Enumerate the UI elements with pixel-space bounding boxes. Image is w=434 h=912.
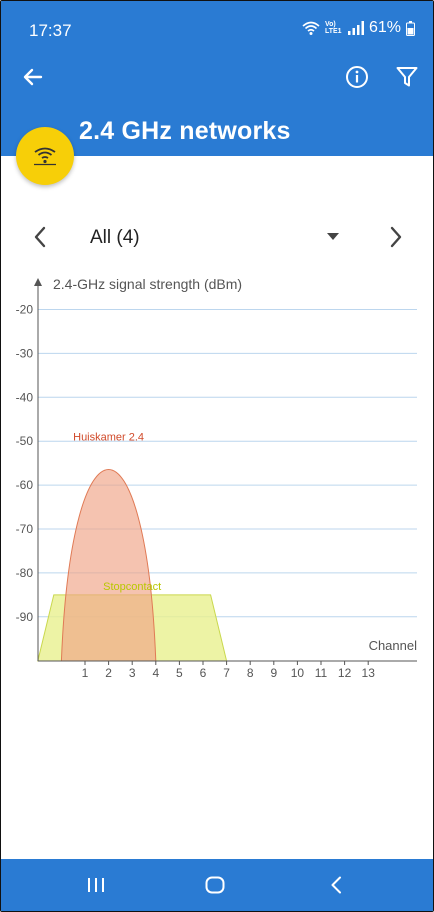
page-title: 2.4 GHz networks bbox=[79, 117, 291, 145]
x-tick-label: 12 bbox=[338, 666, 352, 680]
network-type-label: Vo) LTE1 bbox=[324, 21, 342, 35]
network-filter-dropdown[interactable]: All (4) bbox=[81, 215, 351, 259]
back-arrow-icon bbox=[23, 68, 43, 86]
wifi-fab-button[interactable] bbox=[16, 127, 74, 185]
x-tick-label: 2 bbox=[105, 666, 112, 680]
chevron-left-icon bbox=[34, 226, 46, 248]
y-tick-label: -80 bbox=[16, 566, 34, 580]
y-tick-label: -60 bbox=[16, 478, 34, 492]
battery-percent: 61% bbox=[368, 19, 401, 36]
y-tick-label: -30 bbox=[16, 346, 34, 360]
home-button[interactable] bbox=[200, 871, 230, 899]
x-tick-label: 6 bbox=[200, 666, 207, 680]
x-tick-label: 5 bbox=[176, 666, 183, 680]
next-button[interactable] bbox=[381, 221, 411, 253]
y-tick-label: -40 bbox=[16, 390, 34, 404]
y-tick-label: -50 bbox=[16, 434, 34, 448]
x-tick-label: 1 bbox=[82, 666, 89, 680]
app-bar: 2.4 GHz networks bbox=[1, 59, 433, 156]
status-bar: 17:37 Vo) LTE1 61% bbox=[1, 1, 433, 59]
x-tick-label: 9 bbox=[270, 666, 277, 680]
y-tick-label: -20 bbox=[16, 303, 34, 317]
y-tick-label: -70 bbox=[16, 522, 34, 536]
x-tick-label: 3 bbox=[129, 666, 136, 680]
chevron-right-icon bbox=[390, 226, 402, 248]
wifi-status-icon bbox=[302, 21, 320, 35]
info-button[interactable] bbox=[341, 61, 373, 93]
cell-signal-icon bbox=[347, 21, 364, 35]
recent-apps-icon bbox=[88, 878, 104, 892]
filter-button[interactable] bbox=[391, 61, 423, 93]
wifi-signal-icon bbox=[34, 147, 56, 166]
battery-icon bbox=[406, 20, 415, 36]
system-navigation-bar bbox=[1, 859, 433, 911]
x-tick-label: 10 bbox=[291, 666, 305, 680]
network-filter-value: All (4) bbox=[90, 227, 140, 248]
x-tick-label: 13 bbox=[362, 666, 376, 680]
info-icon bbox=[346, 66, 368, 88]
previous-button[interactable] bbox=[25, 221, 55, 253]
series-stopcontact-label: Stopcontact bbox=[103, 581, 161, 593]
status-icons: Vo) LTE1 61% bbox=[302, 19, 415, 37]
series-huiskamer-label: Huiskamer 2.4 bbox=[73, 432, 144, 444]
system-back-button[interactable] bbox=[321, 871, 351, 899]
system-back-icon bbox=[331, 876, 341, 894]
filter-icon bbox=[396, 67, 418, 87]
x-tick-label: 7 bbox=[223, 666, 230, 680]
y-tick-label: -90 bbox=[16, 610, 34, 624]
home-icon bbox=[205, 876, 225, 894]
x-tick-label: 11 bbox=[315, 666, 328, 680]
status-time: 17:37 bbox=[29, 21, 72, 40]
dropdown-arrow-icon bbox=[327, 233, 339, 240]
y-axis-arrow-icon bbox=[34, 278, 42, 286]
x-tick-label: 8 bbox=[247, 666, 254, 680]
x-axis-label: Channel bbox=[369, 638, 418, 653]
signal-chart: 2.4-GHz signal strength (dBm) Channel -2… bbox=[16, 276, 418, 680]
x-tick-label: 4 bbox=[152, 666, 159, 680]
series-huiskamer-shape bbox=[60, 469, 157, 662]
recent-apps-button[interactable] bbox=[81, 871, 111, 899]
back-button[interactable] bbox=[17, 61, 49, 93]
network-selector: All (4) bbox=[1, 215, 433, 259]
y-axis-label: 2.4-GHz signal strength (dBm) bbox=[53, 276, 242, 292]
